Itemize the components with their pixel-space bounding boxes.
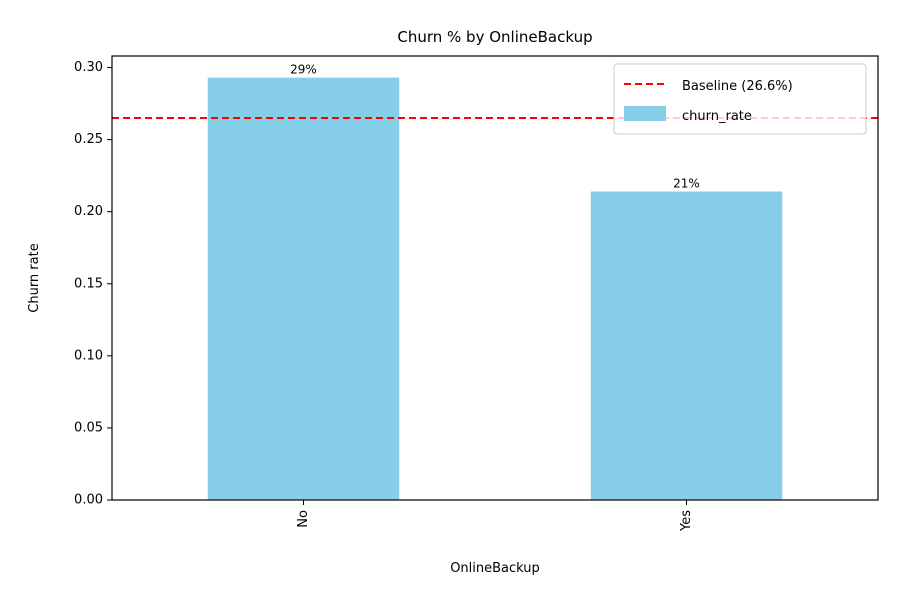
x-tick-label-yes: Yes xyxy=(679,510,694,532)
y-tick-label: 0.10 xyxy=(74,348,103,363)
data-label-no: 29% xyxy=(290,63,317,77)
legend-series-label: churn_rate xyxy=(682,109,752,124)
data-label-yes: 21% xyxy=(673,177,700,191)
chart-title: Churn % by OnlineBackup xyxy=(397,28,592,46)
y-axis-label: Churn rate xyxy=(27,243,42,312)
y-tick-label: 0.25 xyxy=(74,132,103,147)
legend-box xyxy=(613,63,867,135)
y-axis: 0.00 0.05 0.10 0.15 0.20 0.25 0.30 xyxy=(74,60,112,508)
y-tick-label: 0.00 xyxy=(74,493,103,508)
data-labels-group: 29% 21% xyxy=(290,63,700,191)
bar-yes xyxy=(590,191,783,500)
y-tick-label: 0.20 xyxy=(74,204,103,219)
y-tick-label: 0.15 xyxy=(74,276,103,291)
y-tick-label: 0.05 xyxy=(74,420,103,435)
y-tick-label: 0.30 xyxy=(74,60,103,75)
x-axis-label: OnlineBackup xyxy=(450,561,540,576)
legend-series-swatch xyxy=(624,106,666,121)
legend: Baseline (26.6%) churn_rate xyxy=(613,63,867,135)
bar-no xyxy=(207,77,400,500)
x-axis: No Yes xyxy=(296,500,694,532)
plot-frame xyxy=(111,55,879,501)
x-tick-label-no: No xyxy=(296,510,311,528)
legend-baseline-label: Baseline (26.6%) xyxy=(682,79,793,94)
bars-group xyxy=(207,77,783,500)
